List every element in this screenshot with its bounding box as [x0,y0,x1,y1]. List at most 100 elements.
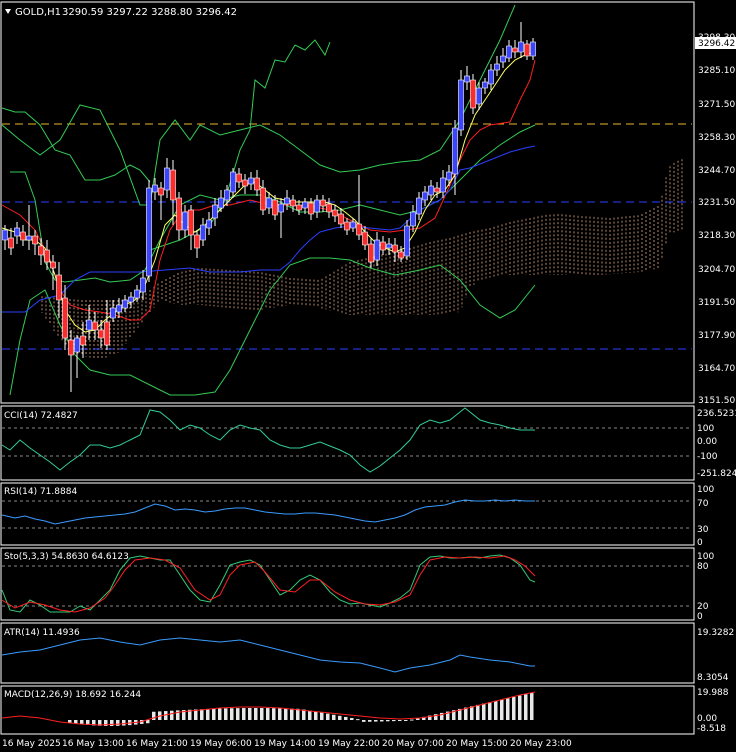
candle[interactable] [362,226,368,250]
candle[interactable] [230,168,236,198]
candle[interactable] [50,255,56,290]
candle[interactable] [308,198,314,220]
cci-pane[interactable] [0,405,695,481]
candle[interactable] [32,230,38,255]
price-axis[interactable]: 3298.30 3296.42 3285.10 3271.50 3258.30 … [695,33,736,406]
candle[interactable] [470,74,476,114]
candle[interactable] [236,168,242,188]
candle[interactable] [152,178,158,200]
candle[interactable] [74,335,80,378]
candle[interactable] [146,180,152,282]
candle[interactable] [260,180,266,215]
candle[interactable] [458,70,464,136]
candle[interactable] [296,200,302,215]
candle[interactable] [254,170,260,196]
atr-pane[interactable] [0,622,695,684]
candle[interactable] [446,165,452,186]
candle[interactable] [410,205,416,232]
candle[interactable] [368,238,374,268]
candle[interactable] [314,195,320,218]
candle[interactable] [452,120,458,195]
candle[interactable] [464,66,470,90]
candle[interactable] [20,225,26,246]
candle[interactable] [512,40,518,58]
candle[interactable] [122,295,128,312]
candle[interactable] [212,198,218,226]
candle[interactable] [14,222,20,244]
candle[interactable] [416,192,422,220]
candle[interactable] [326,198,332,218]
candle[interactable] [488,64,494,90]
candle[interactable] [8,228,14,255]
candle[interactable] [92,312,98,340]
candle[interactable] [26,205,32,250]
menu-triangle-icon[interactable] [5,9,11,14]
stoch-pane[interactable] [0,547,695,621]
candle[interactable] [176,192,182,240]
candle[interactable] [248,172,254,190]
candle[interactable] [332,205,338,222]
candle[interactable] [68,330,74,392]
candle[interactable] [56,262,62,318]
candlestick-series[interactable] [2,22,536,392]
candle[interactable] [164,158,170,198]
candle[interactable] [206,212,212,235]
candle[interactable] [224,185,230,206]
candle[interactable] [266,192,272,214]
candle[interactable] [272,195,278,220]
candle[interactable] [494,56,500,76]
candle[interactable] [182,205,188,238]
candle[interactable] [476,82,482,110]
candle[interactable] [188,205,194,250]
candle[interactable] [200,218,206,246]
candle[interactable] [428,180,434,200]
candle[interactable] [278,198,284,238]
candle[interactable] [38,238,44,265]
candle[interactable] [440,170,446,198]
candle[interactable] [482,78,488,94]
candle[interactable] [518,22,524,58]
candle[interactable] [344,218,350,235]
candle[interactable] [134,285,140,302]
candle[interactable] [302,198,308,214]
candle[interactable] [380,236,386,255]
candle[interactable] [398,246,404,262]
candle[interactable] [80,322,86,358]
candle[interactable] [110,300,116,322]
candle[interactable] [524,40,530,60]
candle[interactable] [98,320,104,348]
time-axis[interactable]: 16 May 2025 16 May 13:00 16 May 21:00 19… [2,739,572,749]
candle[interactable] [194,230,200,258]
candle[interactable] [530,38,536,60]
candle[interactable] [158,182,164,220]
candle[interactable] [386,238,392,255]
candle[interactable] [422,186,428,206]
candle[interactable] [2,225,8,250]
candle[interactable] [404,220,410,260]
candle[interactable] [116,298,122,318]
candle[interactable] [290,195,296,212]
candle[interactable] [392,238,398,262]
macd-pane[interactable] [0,685,695,735]
candle[interactable] [284,190,290,210]
candle[interactable] [242,174,248,194]
candle[interactable] [320,195,326,212]
candle[interactable] [170,160,176,225]
candle[interactable] [338,208,344,228]
candle[interactable] [500,48,506,68]
candle[interactable] [374,232,380,266]
candle[interactable] [434,182,440,198]
candle[interactable] [62,285,68,350]
candle[interactable] [140,270,146,300]
rsi-pane[interactable] [0,482,695,546]
main-pane[interactable] [0,1,695,404]
candle[interactable] [350,218,356,232]
candle[interactable] [86,305,92,340]
candle[interactable] [356,175,362,240]
candle[interactable] [104,300,110,350]
candle[interactable] [128,292,134,308]
candle[interactable] [506,40,512,62]
candle[interactable] [44,240,50,270]
candle[interactable] [218,190,224,212]
